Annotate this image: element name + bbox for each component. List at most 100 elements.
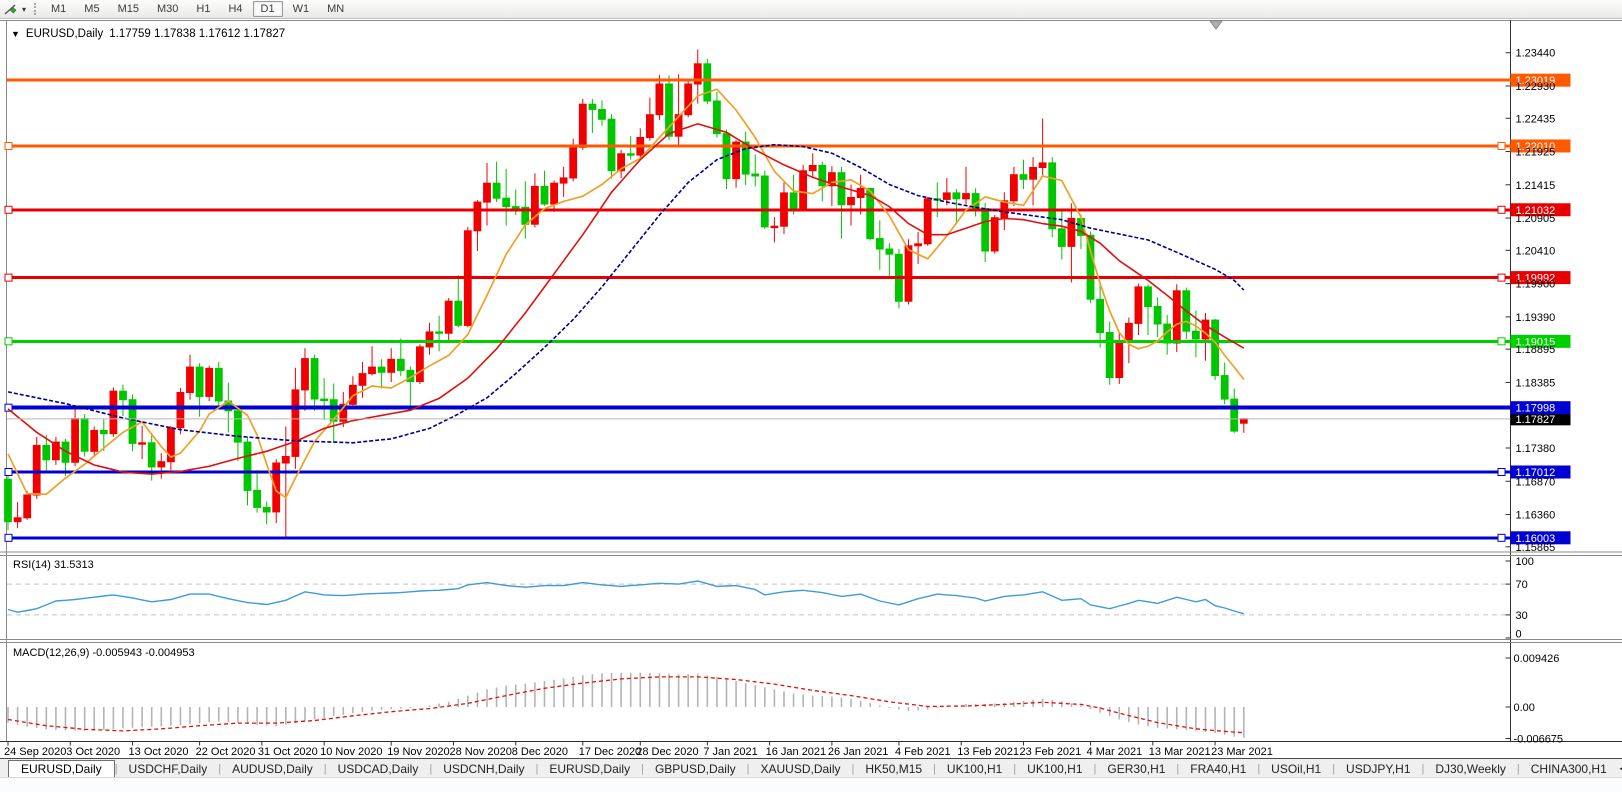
svg-text:30: 30 [1516, 610, 1528, 622]
chart-tab-ger30-h1[interactable]: GER30,H1 [1107, 761, 1166, 776]
svg-text:16 Jan 2021: 16 Jan 2021 [766, 746, 827, 758]
svg-text:22 Oct 2020: 22 Oct 2020 [196, 746, 256, 758]
line-tool-icon[interactable] [0, 3, 21, 16]
svg-text:1.17012: 1.17012 [1516, 467, 1556, 479]
chart-tab-usdchf-daily[interactable]: USDCHF,Daily [128, 761, 208, 776]
ma-slow-line [7, 143, 1245, 444]
level-price-label [1510, 465, 1571, 479]
chart-tab-china300-h1[interactable]: CHINA300,H1 [1530, 761, 1607, 776]
svg-text:1.19900: 1.19900 [1516, 279, 1556, 291]
chart-tab-usdcad-daily[interactable]: USDCAD,Daily [337, 761, 419, 776]
chart-tab-audusd-daily[interactable]: AUDUSD,Daily [232, 761, 313, 776]
line-handle-icon[interactable] [4, 403, 13, 412]
svg-text:1.21032: 1.21032 [1516, 205, 1556, 217]
timeframe-button-m1[interactable]: M1 [51, 3, 67, 15]
tab-separator: | [1176, 762, 1180, 775]
timeframe-button-h1[interactable]: H1 [196, 3, 211, 15]
tab-separator: | [535, 762, 539, 775]
timeframe-button-h4[interactable]: H4 [228, 3, 243, 15]
chart-tab-usdcnh-daily[interactable]: USDCNH,Daily [443, 761, 525, 776]
line-handle-icon[interactable] [4, 337, 13, 346]
chart-tab-usoil-h1[interactable]: USOil,H1 [1271, 761, 1322, 776]
svg-text:0: 0 [1516, 629, 1522, 641]
svg-text:1.22010: 1.22010 [1516, 141, 1556, 153]
toolbar-grip[interactable] [34, 3, 37, 15]
svg-text:4 Feb 2021: 4 Feb 2021 [895, 746, 951, 758]
chart-tab-usdjpy-h1[interactable]: USDJPY,H1 [1346, 761, 1411, 776]
tab-separator: | [1516, 762, 1520, 775]
chart-tab-xauusd-daily[interactable]: XAUUSD,Daily [760, 761, 841, 776]
timeframe-button-m5[interactable]: M5 [84, 3, 100, 15]
chart-tab-dj30-weekly[interactable]: DJ30,Weekly [1435, 761, 1506, 776]
line-handle-icon[interactable] [1497, 337, 1506, 346]
svg-text:1.17998: 1.17998 [1516, 403, 1556, 415]
svg-text:10 Nov 2020: 10 Nov 2020 [320, 746, 382, 758]
svg-text:1.16360: 1.16360 [1516, 510, 1556, 522]
chart-tab-bar: EURUSD,Daily | USDCHF,Daily | AUDUSD,Daily | U… [0, 758, 1622, 778]
chart-shift-marker-icon[interactable] [1209, 20, 1223, 30]
tab-separator: | [1421, 762, 1425, 775]
svg-text:1.15865: 1.15865 [1516, 542, 1556, 554]
level-price-label [1510, 203, 1571, 217]
svg-text:24 Sep 2020: 24 Sep 2020 [4, 746, 66, 758]
line-handle-icon[interactable] [1497, 141, 1506, 150]
tab-scroll-left-icon[interactable]: ◄ [1617, 764, 1622, 773]
line-handle-icon[interactable] [4, 467, 13, 476]
line-handle-icon[interactable] [4, 205, 13, 214]
line-handle-icon[interactable] [4, 273, 13, 282]
chart-tab-uk100-h1[interactable]: UK100,H1 [1027, 761, 1083, 776]
tab-separator: | [114, 762, 118, 775]
ma-mid-line [7, 122, 1245, 475]
svg-text:1.19390: 1.19390 [1516, 312, 1556, 324]
svg-text:13 Oct 2020: 13 Oct 2020 [129, 746, 189, 758]
svg-text:3 Oct 2020: 3 Oct 2020 [66, 746, 120, 758]
line-handle-icon[interactable] [4, 533, 13, 542]
svg-text:7 Jan 2021: 7 Jan 2021 [703, 746, 757, 758]
macd-signal-line [7, 676, 1244, 734]
svg-text:4 Mar 2021: 4 Mar 2021 [1087, 746, 1143, 758]
svg-text:1.18385: 1.18385 [1516, 377, 1556, 389]
timeframe-button-m30[interactable]: M30 [156, 3, 179, 15]
tool-dropdown-icon[interactable]: ▾ [22, 4, 27, 14]
svg-text:28 Dec 2020: 28 Dec 2020 [636, 746, 698, 758]
chart-tab-hk50-m15[interactable]: HK50,M15 [865, 761, 923, 776]
line-handle-icon[interactable] [4, 141, 13, 150]
chart-tab-gbpusd-daily[interactable]: GBPUSD,Daily [654, 761, 736, 776]
svg-text:1.20905: 1.20905 [1516, 213, 1556, 225]
time-axis-labels: 24 Sep 2020 3 Oct 2020 13 Oct 2020 22 Oct 2… [4, 741, 1273, 758]
svg-text:1.17827: 1.17827 [1516, 414, 1556, 426]
chart-tab-eurusd-daily[interactable]: EURUSD,Daily [8, 759, 115, 778]
line-handle-icon[interactable] [1497, 467, 1506, 476]
status-strip [0, 777, 1622, 792]
svg-text:1.19015: 1.19015 [1516, 336, 1556, 348]
rsi-indicator-label: RSI(14) 31.5313 [13, 559, 94, 571]
tab-separator: | [218, 762, 222, 775]
timeframe-button-group: M1 M5 M15 M30 H1 H4 D1 W1 MN [42, 1, 353, 17]
svg-text:13 Feb 2021: 13 Feb 2021 [957, 746, 1019, 758]
rsi-line [7, 580, 1244, 615]
horizontal-level-lines[interactable] [4, 78, 1511, 542]
svg-text:1.23440: 1.23440 [1516, 48, 1556, 60]
svg-text:1.21925: 1.21925 [1516, 147, 1556, 159]
ma-fast-line [7, 88, 1245, 499]
svg-text:28 Nov 2020: 28 Nov 2020 [449, 746, 511, 758]
line-handle-icon[interactable] [1497, 533, 1506, 542]
timeframe-button-w1[interactable]: W1 [292, 3, 310, 15]
tab-separator: | [746, 762, 750, 775]
symbol-dropdown-icon[interactable]: ▼ [11, 29, 20, 39]
chart-tab-fra40-h1[interactable]: FRA40,H1 [1190, 761, 1247, 776]
chart-tab-uk100-h1[interactable]: UK100,H1 [946, 761, 1003, 776]
timeframe-button-d1[interactable]: D1 [252, 1, 283, 17]
svg-text:100: 100 [1516, 556, 1534, 568]
timeframe-button-mn[interactable]: MN [327, 3, 345, 15]
price-axis-ticks: 1.23440 1.22930 1.22435 1.21925 1.21415 1.209… [1505, 48, 1556, 554]
chart-tab-eurusd-daily[interactable]: EURUSD,Daily [549, 761, 631, 776]
tab-separator: | [851, 762, 855, 775]
timeframe-button-m15[interactable]: M15 [117, 3, 139, 15]
svg-text:1.16003: 1.16003 [1516, 533, 1556, 545]
line-handle-icon[interactable] [1497, 273, 1506, 282]
line-handle-icon[interactable] [1497, 205, 1506, 214]
chart-tabs: EURUSD,Daily | USDCHF,Daily | AUDUSD,Daily | U… [0, 759, 1618, 778]
svg-text:1.23019: 1.23019 [1516, 75, 1556, 87]
